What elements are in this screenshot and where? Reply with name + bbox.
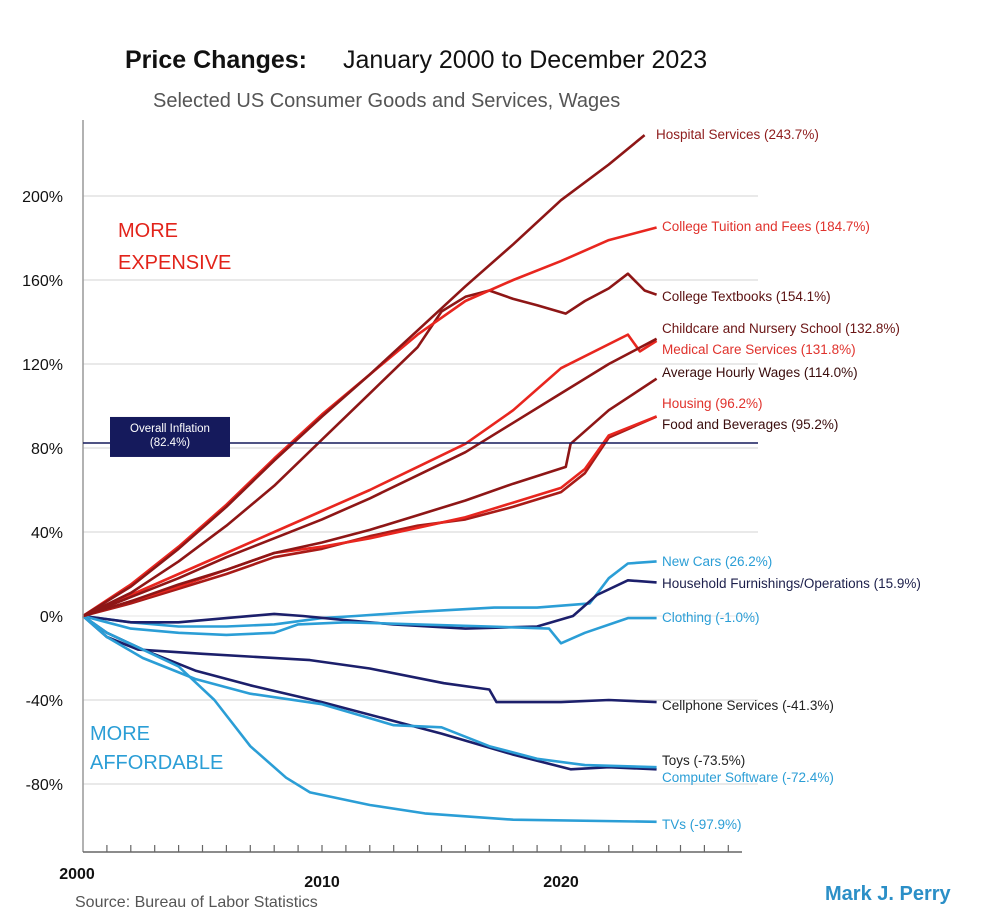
series-label: College Textbooks (154.1%): [662, 289, 831, 304]
y-tick-label: 80%: [31, 441, 63, 458]
chart-title-range: January 2000 to December 2023: [343, 46, 707, 74]
series-label: Toys (-73.5%): [662, 753, 745, 768]
series-line: [82, 272, 658, 618]
series-label: College Tuition and Fees (184.7%): [662, 219, 870, 234]
y-tick-label: -40%: [26, 693, 63, 710]
series-label: Housing (96.2%): [662, 396, 763, 411]
series-label: Medical Care Services (131.8%): [662, 342, 856, 357]
series-line: [82, 377, 658, 618]
y-tick-label: 40%: [31, 525, 63, 542]
source-note: Source: Bureau of Labor Statistics: [75, 894, 318, 911]
more-expensive-line1: MORE: [118, 220, 178, 242]
series-label: Household Furnishings/Operations (15.9%): [662, 576, 921, 591]
series-line: [82, 337, 658, 618]
series-labels: Hospital Services (243.7%) College Tuitio…: [656, 127, 921, 832]
y-tick-label: 160%: [22, 273, 63, 290]
y-tick-label: 200%: [22, 189, 63, 206]
series-line: [82, 134, 646, 618]
y-tick-label: -80%: [26, 777, 63, 794]
series-line: [82, 560, 657, 628]
x-tick-label: 2010: [304, 874, 340, 891]
chart-subtitle: Selected US Consumer Goods and Services,…: [153, 90, 620, 112]
series-label: Childcare and Nursery School (132.8%): [662, 321, 900, 336]
grid-lines: [83, 195, 758, 785]
author-credit: Mark J. Perry: [825, 883, 952, 905]
inflation-label-line2: (82.4%): [150, 437, 190, 449]
series-line: [82, 415, 658, 618]
series-line: [82, 333, 658, 618]
series-label: Computer Software (-72.4%): [662, 770, 834, 785]
series-line: [82, 415, 658, 618]
x-tick-label: 2020: [543, 874, 579, 891]
overall-inflation-label: Overall Inflation (82.4%): [110, 416, 230, 457]
series-line: [82, 615, 657, 704]
series-label: New Cars (26.2%): [662, 554, 772, 569]
x-tick-label: 2000: [59, 866, 95, 883]
chart-title-bold: Price Changes:: [125, 46, 307, 74]
series-line: [82, 614, 657, 824]
x-axis-ticks: 2000 2010 2020: [59, 845, 729, 891]
series-label: Clothing (-1.0%): [662, 610, 760, 625]
series-line: [82, 614, 657, 645]
series-lines: [82, 134, 658, 824]
series-label: Average Hourly Wages (114.0%): [662, 365, 858, 380]
more-affordable-line2: AFFORDABLE: [90, 752, 223, 774]
y-tick-label: 0%: [40, 609, 63, 626]
series-line: [82, 615, 657, 769]
inflation-label-line1: Overall Inflation: [130, 423, 210, 435]
series-label: Hospital Services (243.7%): [656, 127, 819, 142]
series-label: TVs (-97.9%): [662, 817, 742, 832]
y-tick-label: 120%: [22, 357, 63, 374]
more-expensive-line2: EXPENSIVE: [118, 252, 231, 274]
series-label: Food and Beverages (95.2%): [662, 417, 838, 432]
y-axis-ticks: 200% 160% 120% 80% 40% 0% -40% -80%: [22, 189, 63, 794]
series-label: Cellphone Services (-41.3%): [662, 698, 834, 713]
more-affordable-line1: MORE: [90, 723, 150, 745]
